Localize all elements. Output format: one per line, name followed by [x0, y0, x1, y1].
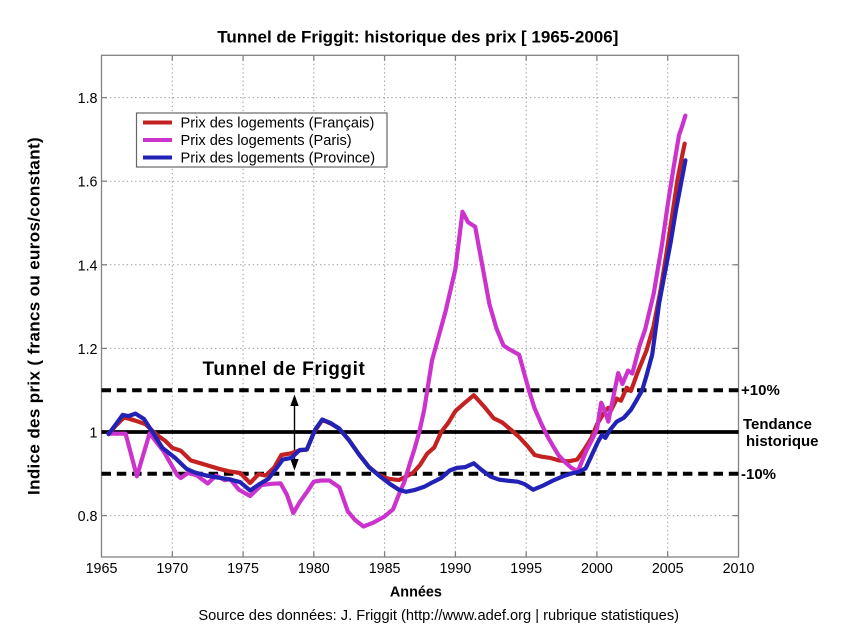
svg-text:Prix des logements (Province): Prix des logements (Province): [181, 151, 376, 167]
svg-text:1.6: 1.6: [78, 175, 98, 191]
svg-text:historique: historique: [746, 433, 819, 450]
svg-text:1975: 1975: [227, 561, 259, 577]
svg-text:1.8: 1.8: [78, 91, 98, 107]
svg-text:1970: 1970: [156, 561, 188, 577]
svg-text:2010: 2010: [723, 561, 755, 577]
svg-text:1.4: 1.4: [78, 258, 98, 274]
svg-text:Tunnel de Friggit: Tunnel de Friggit: [203, 359, 366, 380]
svg-text:2000: 2000: [581, 561, 613, 577]
svg-text:1: 1: [90, 426, 98, 442]
svg-text:1980: 1980: [298, 561, 330, 577]
svg-text:Indice des prix ( francs ou eu: Indice des prix ( francs ou euros/consta…: [25, 137, 44, 495]
svg-text:1965: 1965: [86, 561, 118, 577]
svg-text:Années: Années: [390, 585, 442, 601]
svg-text:Tendance: Tendance: [743, 416, 812, 433]
svg-text:Prix des logements (Paris): Prix des logements (Paris): [181, 133, 352, 149]
svg-text:Tunnel de Friggit: historique: Tunnel de Friggit: historique des prix […: [217, 28, 618, 47]
svg-text:-10%: -10%: [741, 466, 776, 483]
svg-text:+10%: +10%: [741, 382, 780, 399]
svg-text:1985: 1985: [369, 561, 401, 577]
svg-text:Prix des logements (Français): Prix des logements (Français): [181, 116, 375, 132]
svg-text:1990: 1990: [439, 561, 471, 577]
svg-text:0.8: 0.8: [78, 509, 98, 525]
svg-text:2005: 2005: [652, 561, 684, 577]
svg-text:1.2: 1.2: [78, 342, 98, 358]
svg-text:Source des données: J. Friggit: Source des données: J. Friggit (http://w…: [198, 608, 679, 624]
svg-text:1995: 1995: [510, 561, 542, 577]
